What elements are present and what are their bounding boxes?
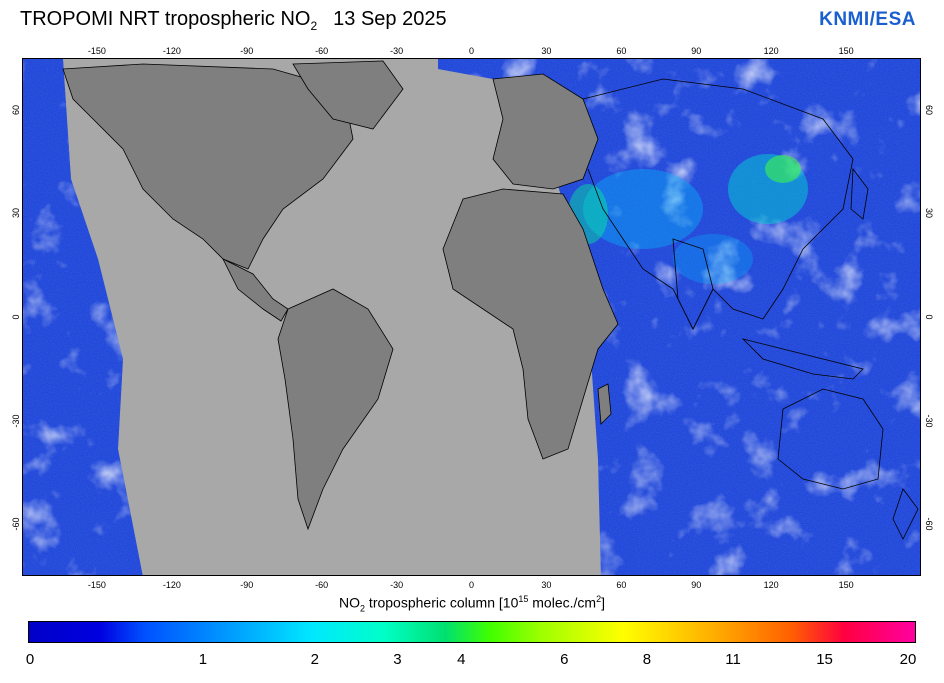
latitude-tick-label: 0 (924, 314, 934, 320)
latitude-tick-label: 0 (11, 314, 21, 320)
longitude-tick-label: -30 (390, 580, 404, 590)
indonesia-outline (741, 338, 864, 380)
colorbar-tick-label: 0 (25, 651, 35, 668)
latitude-ticks-left: 60 30 0 -30 -60 (10, 58, 22, 576)
colorbar-tick-label: 8 (642, 651, 652, 668)
longitude-ticks-bottom: -150 -120 -90 -60 -30 0 30 60 90 120 150 (22, 580, 921, 592)
no2-map (22, 58, 921, 576)
longitude-tick-label: 0 (468, 46, 475, 56)
latitude-tick-label: -60 (924, 517, 934, 531)
colorbar-tick-label: 1 (198, 651, 208, 668)
longitude-tick-label: 150 (838, 580, 854, 590)
longitude-tick-label: 30 (541, 580, 552, 590)
colorbar-tick-label: 4 (457, 651, 466, 668)
colorbar-title: NO2 tropospheric column [1015 molec./cm2… (0, 594, 944, 613)
japan-outline (850, 167, 869, 220)
latitude-tick-label: -30 (11, 414, 21, 428)
longitude-tick-label: -120 (162, 46, 181, 56)
brand-label: KNMI/ESA (819, 9, 916, 30)
africa (442, 188, 619, 460)
longitude-tick-label: -30 (390, 46, 404, 56)
latitude-ticks-right: 60 30 0 -30 -60 (923, 58, 935, 576)
latitude-tick-label: 30 (11, 208, 21, 219)
longitude-tick-label: 120 (763, 580, 779, 590)
longitude-tick-label: 30 (541, 46, 552, 56)
australia-outline (777, 388, 884, 490)
colorbar (28, 621, 916, 643)
new-zealand-outline (892, 488, 919, 540)
colorbar-title-unit-exp: 2 (596, 594, 602, 604)
title-date: 13 Sep 2025 (333, 8, 447, 30)
title-subscript: 2 (310, 19, 318, 33)
latitude-tick-label: -30 (924, 414, 934, 428)
colorbar-title-main: NO (339, 594, 361, 611)
colorbar-tick-label: 3 (393, 651, 402, 668)
colorbar-title-exp: 15 (518, 594, 529, 604)
longitude-tick-label: -120 (162, 580, 181, 590)
colorbar-title-end: ] (601, 594, 605, 611)
longitude-tick-label: 90 (691, 580, 702, 590)
colorbar-tick-label: 15 (816, 651, 833, 668)
longitude-tick-label: -60 (315, 580, 329, 590)
central-america (222, 258, 289, 322)
madagascar (597, 383, 612, 425)
longitude-tick-label: -90 (240, 580, 254, 590)
asia-outline (582, 78, 854, 330)
longitude-tick-label: 120 (763, 46, 779, 56)
north-america (62, 63, 354, 270)
colorbar-tick-label: 2 (310, 651, 319, 668)
longitude-ticks-top: -150 -120 -90 -60 -30 0 30 60 90 120 150 (22, 46, 921, 58)
colorbar-title-rest: tropospheric column [10 (365, 594, 519, 611)
colorbar-labels: 0 1 2 3 4 6 8 11 15 20 (25, 651, 917, 669)
colorbar-title-sub: 2 (360, 603, 366, 614)
longitude-tick-label: 150 (838, 46, 854, 56)
colorbar-tick-label: 6 (560, 651, 569, 668)
land-outlines-east (582, 78, 919, 540)
longitude-tick-label: -150 (87, 46, 106, 56)
greenland (292, 60, 404, 130)
longitude-tick-label: -150 (87, 580, 106, 590)
india-outline (672, 238, 714, 330)
europe (492, 73, 599, 190)
colorbar-tick-label: 11 (725, 651, 741, 668)
land-masses (62, 60, 619, 531)
latitude-tick-label: 30 (924, 208, 934, 219)
latitude-tick-label: 60 (924, 104, 934, 115)
longitude-tick-label: 0 (468, 580, 475, 590)
latitude-tick-label: 60 (11, 104, 21, 115)
longitude-tick-label: 60 (616, 46, 627, 56)
colorbar-tick-label: 20 (899, 651, 917, 668)
longitude-tick-label: 60 (616, 580, 627, 590)
map-title: TROPOMI NRT tropospheric NO2 13 Sep 2025 (20, 8, 447, 33)
south-america (277, 288, 394, 531)
colorbar-title-unit: molec./cm (528, 594, 597, 611)
latitude-tick-label: -60 (11, 517, 21, 531)
map-canvas (23, 59, 920, 575)
title-main: TROPOMI NRT tropospheric NO (20, 8, 311, 30)
longitude-tick-label: -90 (240, 46, 254, 56)
longitude-tick-label: 90 (691, 46, 702, 56)
longitude-tick-label: -60 (315, 46, 329, 56)
